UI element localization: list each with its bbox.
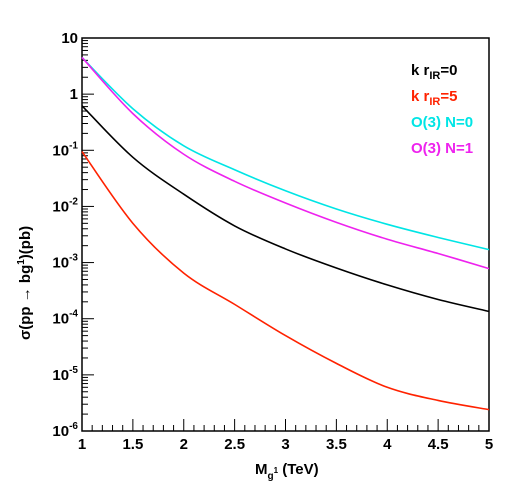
x-axis-title: Mg1 (TeV)	[255, 461, 319, 482]
legend-entry: k rIR=0	[411, 62, 457, 82]
legend-entry: O(3) N=0	[411, 114, 473, 131]
series-line	[81, 151, 490, 411]
y-tick-label: 10-5	[52, 365, 78, 384]
y-tick-label: 1	[70, 86, 78, 103]
x-tick-label: 4.5	[428, 436, 449, 453]
y-tick-base: 10	[52, 255, 69, 272]
series-line	[81, 56, 490, 270]
legend: k rIR=0 k rIR=5 O(3) N=0 O(3) N=1	[411, 62, 473, 157]
y-tick-exponent: -3	[69, 253, 78, 264]
series-lines	[81, 56, 490, 411]
legend-entry: O(3) N=1	[411, 140, 473, 157]
axis-ticks	[81, 37, 490, 432]
y-tick-label: 10-1	[52, 140, 78, 159]
series-line	[81, 56, 490, 251]
y-tick-exponent: -1	[69, 140, 78, 151]
x-tick-label: 1	[78, 436, 86, 453]
x-tick-label: 3.5	[326, 436, 347, 453]
y-tick-label: 10-3	[52, 253, 78, 272]
y-tick-base: 10	[52, 367, 69, 384]
series-line	[81, 105, 490, 313]
x-tick-label: 1.5	[122, 436, 143, 453]
y-tick-base: 10	[52, 423, 69, 440]
y-axis-title: σ(pp → bg1)(pb)	[16, 226, 34, 340]
y-tick-base: 1	[70, 86, 78, 103]
y-tick-label: 10-4	[52, 309, 78, 328]
y-tick-base: 10	[52, 311, 69, 328]
x-tick-label: 2.5	[224, 436, 245, 453]
y-tick-exponent: -6	[69, 421, 78, 432]
y-tick-exponent: -5	[69, 365, 78, 376]
y-tick-base: 10	[61, 30, 78, 47]
y-tick-label: 10-6	[52, 421, 78, 440]
legend-entry: k rIR=5	[411, 88, 457, 108]
x-tick-label: 4	[383, 436, 392, 453]
y-tick-base: 10	[52, 198, 69, 215]
y-tick-exponent: -2	[69, 196, 78, 207]
x-tick-label: 3	[281, 436, 289, 453]
y-tick-label: 10	[61, 30, 78, 47]
y-tick-exponent: -4	[69, 309, 78, 320]
x-tick-label: 2	[180, 436, 188, 453]
y-tick-label: 10-2	[52, 196, 78, 215]
y-tick-base: 10	[52, 142, 69, 159]
x-tick-labels: 1 1.5 2 2.5 3 3.5 4 4.5 5	[78, 436, 493, 453]
x-tick-label: 5	[485, 436, 493, 453]
